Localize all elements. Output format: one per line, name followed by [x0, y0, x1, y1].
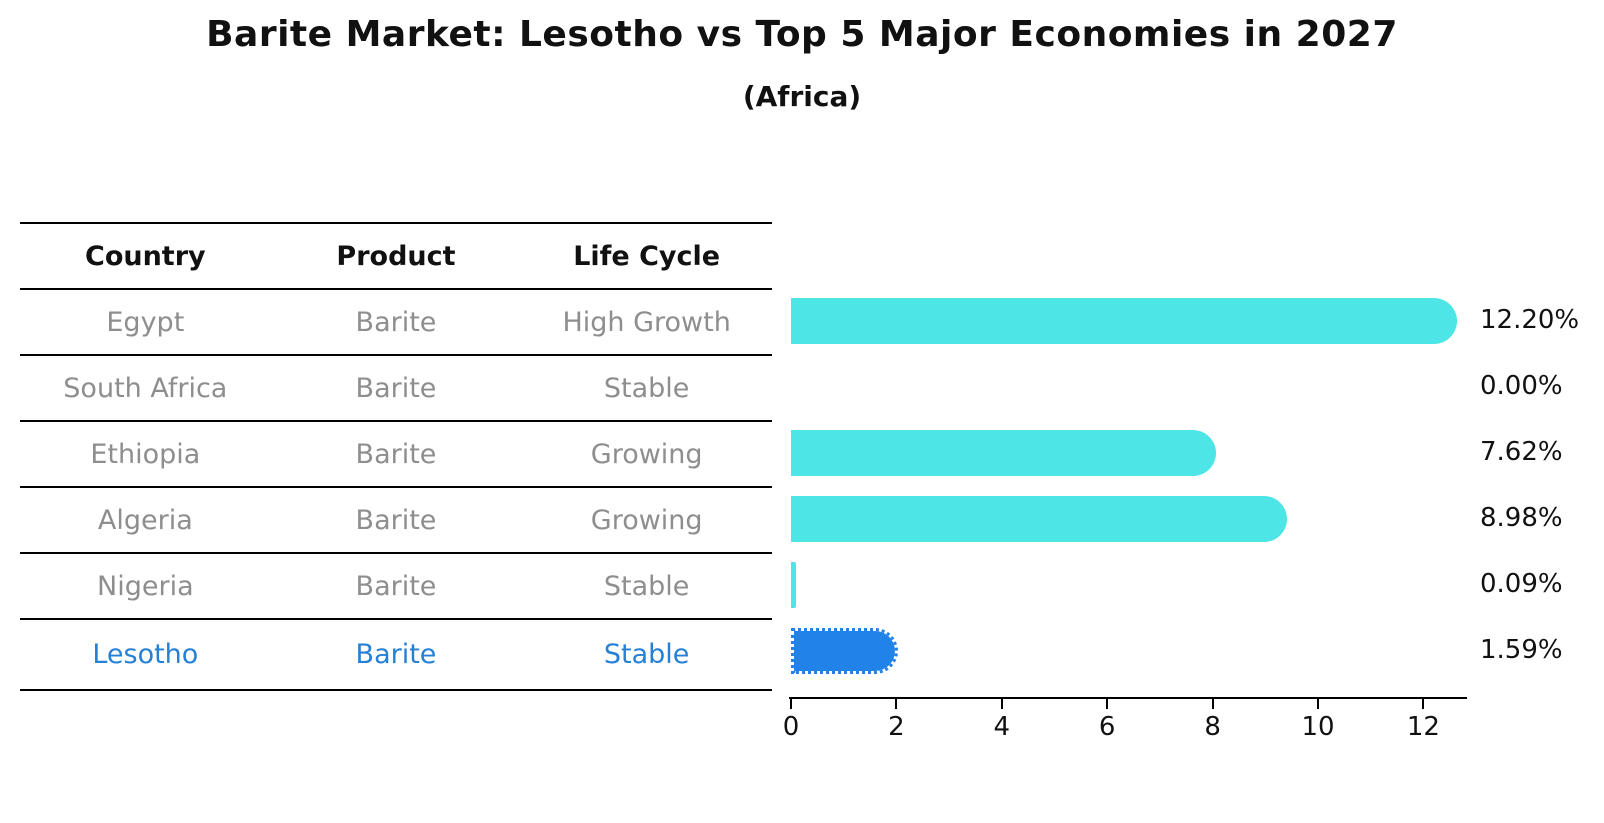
x-tick-mark — [1211, 699, 1214, 709]
cell-life-cycle: High Growth — [562, 306, 731, 338]
cell-life-cycle: Stable — [603, 570, 690, 602]
x-tick-mark — [1000, 699, 1003, 709]
cell-life-cycle: Stable — [603, 639, 690, 670]
x-tick-mark — [1422, 699, 1425, 709]
cell-life-cycle: Growing — [590, 438, 703, 470]
table-row: Ethiopia Barite Growing — [20, 422, 772, 488]
table-row-highlighted: Lesotho Barite Stable — [20, 620, 772, 691]
chart-title: Barite Market: Lesotho vs Top 5 Major Ec… — [206, 14, 1398, 55]
cell-product: Barite — [355, 306, 437, 338]
x-axis-line — [789, 697, 1467, 699]
bar-value-label: 0.09% — [1480, 569, 1563, 599]
x-tick-label: 0 — [782, 712, 800, 742]
bar-value-label: 0.00% — [1480, 371, 1563, 401]
chart-subtitle: (Africa) — [742, 80, 862, 113]
column-header-product: Product — [336, 240, 456, 272]
column-header-country: Country — [85, 240, 206, 272]
cell-country: Egypt — [106, 306, 185, 338]
cell-country: Ethiopia — [90, 438, 201, 470]
cell-product: Barite — [355, 639, 437, 670]
column-header-life-cycle: Life Cycle — [573, 240, 721, 272]
table-header-row: Country Product Life Cycle — [20, 224, 772, 290]
table-row: South Africa Barite Stable — [20, 356, 772, 422]
bar-algeria — [791, 496, 1287, 542]
bar-ethiopia — [791, 430, 1216, 476]
cell-country: Algeria — [97, 504, 193, 536]
cell-country: South Africa — [63, 372, 228, 404]
cell-country: Nigeria — [97, 570, 194, 602]
cell-product: Barite — [355, 504, 437, 536]
bar-nigeria — [791, 562, 796, 608]
table-row: Nigeria Barite Stable — [20, 554, 772, 620]
bar-egypt — [791, 298, 1457, 344]
cell-product: Barite — [355, 372, 437, 404]
x-tick-mark — [790, 699, 792, 709]
cell-country: Lesotho — [92, 639, 199, 670]
x-tick-label: 4 — [993, 712, 1011, 742]
x-tick-mark — [895, 699, 898, 709]
bar-value-label: 7.62% — [1480, 437, 1563, 467]
country-info-table: Country Product Life Cycle Egypt Barite … — [20, 222, 772, 691]
x-tick-label: 6 — [1098, 712, 1116, 742]
x-tick-label: 10 — [1301, 712, 1335, 742]
x-tick-label: 8 — [1204, 712, 1221, 742]
x-tick-label: 2 — [888, 712, 905, 742]
bar-value-label: 1.59% — [1480, 635, 1563, 665]
x-tick-mark — [1106, 699, 1109, 709]
cell-product: Barite — [355, 438, 437, 470]
x-tick-label: 12 — [1406, 712, 1440, 742]
table-row: Egypt Barite High Growth — [20, 290, 772, 356]
table-row: Algeria Barite Growing — [20, 488, 772, 554]
bar-value-label: 12.20% — [1480, 305, 1580, 335]
cell-life-cycle: Growing — [590, 504, 703, 536]
cell-life-cycle: Stable — [603, 372, 690, 404]
bar-lesotho-highlighted — [791, 628, 898, 674]
x-tick-mark — [1317, 699, 1319, 709]
cell-product: Barite — [355, 570, 437, 602]
bar-value-label: 8.98% — [1480, 503, 1563, 533]
